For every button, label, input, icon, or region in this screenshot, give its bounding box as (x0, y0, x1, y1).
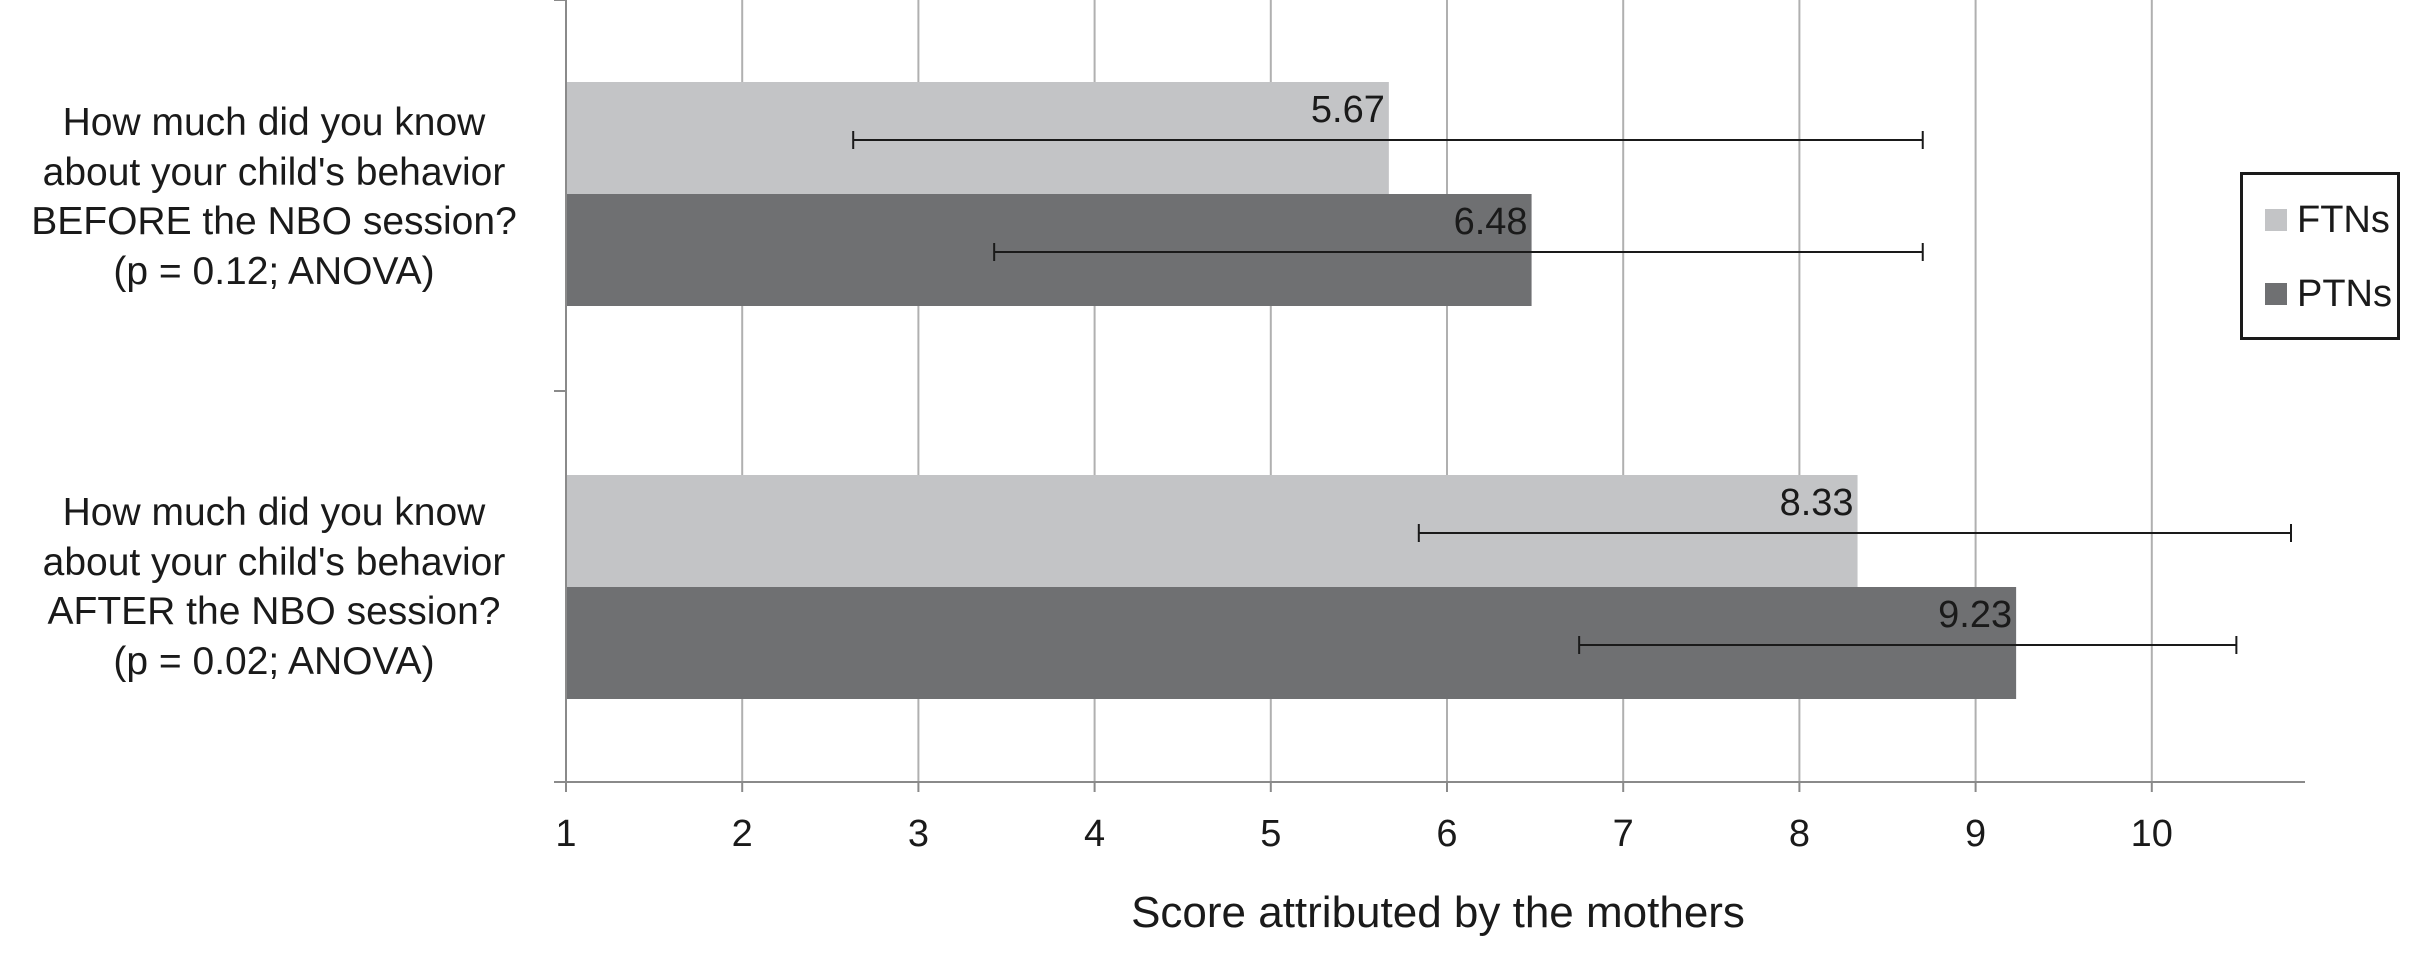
category-label-line: How much did you know (62, 491, 486, 534)
x-axis-title: Score attributed by the mothers (1131, 888, 1745, 937)
x-tick-label: 4 (1084, 813, 1105, 855)
x-tick-label: 7 (1613, 813, 1634, 855)
data-label: 8.33 (1780, 482, 1854, 524)
bar-ptns-0 (566, 194, 1532, 306)
category-label-line: (p = 0.02; ANOVA) (113, 639, 435, 683)
category-label-line: about your child's behavior (42, 150, 506, 194)
legend: FTNs PTNs (2240, 172, 2400, 340)
legend-swatch-ftns (2265, 209, 2287, 231)
x-tick-label: 10 (2131, 813, 2173, 855)
legend-item-ptns: PTNs (2265, 269, 2392, 319)
category-label-after: How much did you know about your child's… (0, 488, 548, 686)
x-tick-label: 3 (908, 813, 929, 855)
category-label-line: (p = 0.12; ANOVA) (113, 249, 435, 293)
data-label: 9.23 (1938, 594, 2012, 636)
x-tick-label: 6 (1436, 813, 1457, 855)
legend-item-ftns: FTNs (2265, 195, 2390, 245)
category-label-line: about your child's behavior (42, 540, 506, 584)
x-tick-label: 1 (555, 813, 576, 855)
axes: 1 2 3 4 5 6 7 8 9 10 (554, 0, 2305, 855)
data-label: 6.48 (1454, 201, 1528, 243)
legend-label-ftns: FTNs (2297, 198, 2390, 241)
x-tick-label: 2 (732, 813, 753, 855)
error-bars (852, 131, 2292, 654)
category-label-line: AFTER the NBO session? (47, 590, 501, 633)
bar-ptns-1 (566, 587, 2017, 699)
x-tick-label: 8 (1789, 813, 1810, 855)
x-tick-label: 9 (1965, 813, 1986, 855)
x-tick-label: 5 (1260, 813, 1281, 855)
legend-swatch-ptns (2265, 283, 2287, 305)
data-label: 5.67 (1311, 89, 1385, 131)
category-label-line: How much did you know (62, 101, 486, 144)
bar-ftns-1 (566, 475, 1858, 587)
bars (566, 82, 2017, 699)
bar-ftns-0 (566, 82, 1389, 194)
legend-label-ptns: PTNs (2297, 272, 2392, 315)
data-labels: 5.67 8.33 6.48 9.23 (1311, 89, 2012, 636)
category-label-before: How much did you know about your child's… (0, 98, 548, 296)
category-label-line: BEFORE the NBO session? (31, 200, 517, 243)
